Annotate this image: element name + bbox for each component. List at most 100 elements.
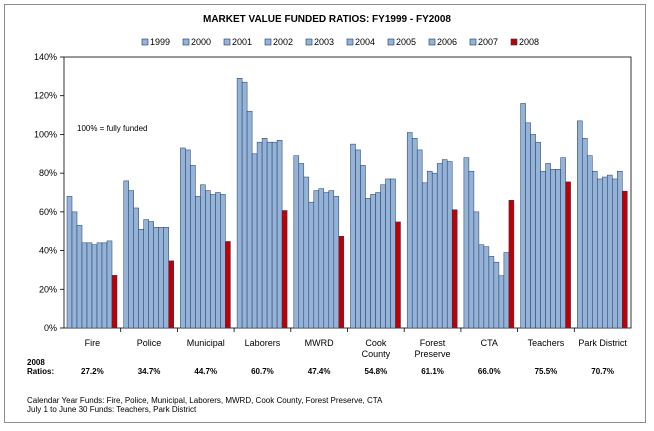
bar	[395, 221, 401, 329]
ratio-value: 61.1%	[421, 367, 444, 376]
bar	[385, 178, 391, 329]
bar	[168, 260, 174, 329]
bar	[617, 170, 623, 329]
bar	[276, 139, 283, 329]
bar	[530, 134, 536, 329]
category-label: County	[362, 349, 391, 359]
bar	[205, 190, 211, 329]
bar	[190, 165, 196, 329]
bar	[355, 149, 361, 329]
bar	[436, 163, 443, 329]
bar	[210, 194, 216, 329]
y-tick-label: 140%	[34, 52, 57, 62]
bar	[375, 192, 381, 329]
legend-swatch-2004	[346, 38, 354, 46]
category-label: Teachers	[528, 338, 565, 348]
bar	[163, 227, 169, 329]
bar	[411, 138, 418, 329]
bar	[293, 155, 300, 329]
bar	[143, 219, 149, 329]
bar	[128, 190, 134, 329]
bar	[185, 149, 191, 329]
legend-label-2002: 2002	[273, 37, 293, 47]
bar	[236, 78, 243, 329]
legend-label-2008: 2008	[519, 37, 539, 47]
legend-label-2005: 2005	[396, 37, 416, 47]
ratio-value: 66.0%	[478, 367, 501, 376]
bar	[612, 178, 618, 329]
bar	[483, 246, 490, 329]
bar	[323, 192, 330, 329]
y-tick-label: 20%	[39, 284, 57, 294]
legend-swatch-2005	[387, 38, 395, 46]
footnote-fiscal-year: July 1 to June 30 Funds: Teachers, Park …	[27, 405, 197, 414]
ratio-value: 54.8%	[365, 367, 388, 376]
legend-swatch-2003	[305, 38, 313, 46]
bar	[246, 110, 253, 329]
bar	[535, 141, 541, 329]
y-tick-label: 80%	[39, 168, 57, 178]
bar	[520, 103, 526, 329]
bar	[133, 207, 139, 329]
bar	[550, 169, 556, 329]
bar	[328, 190, 335, 329]
bar	[360, 165, 366, 329]
bar	[473, 211, 480, 329]
legend-label-2001: 2001	[232, 37, 252, 47]
bar	[380, 184, 386, 329]
bar	[318, 188, 325, 329]
bar	[451, 209, 458, 329]
category-label: Forest	[420, 338, 446, 348]
ratio-value: 47.4%	[308, 367, 331, 376]
legend-label-2004: 2004	[355, 37, 375, 47]
bar	[577, 120, 583, 329]
bar	[261, 138, 268, 329]
bar	[76, 225, 83, 329]
bar	[488, 256, 495, 329]
bar	[106, 240, 113, 329]
ratio-value: 44.7%	[194, 367, 217, 376]
ratio-value: 70.7%	[591, 367, 614, 376]
bar	[256, 141, 263, 329]
bar	[607, 174, 613, 329]
bar	[582, 138, 588, 329]
bar	[493, 261, 500, 329]
bar	[215, 192, 221, 329]
ratio-value: 27.2%	[81, 367, 104, 376]
bar	[426, 170, 433, 329]
bar	[148, 221, 154, 329]
legend-swatch-1999	[141, 38, 149, 46]
bar	[101, 242, 108, 329]
bar	[431, 172, 438, 329]
category-label: Municipal	[187, 338, 225, 348]
legend-swatch-2007	[469, 38, 477, 46]
bar	[597, 178, 603, 329]
category-label: Police	[137, 338, 162, 348]
bar	[111, 275, 118, 329]
bar	[271, 141, 278, 329]
legend-swatch-2006	[428, 38, 436, 46]
legend-swatch-2000	[182, 38, 190, 46]
category-label: CTA	[481, 338, 498, 348]
bar	[91, 244, 98, 329]
bar	[441, 159, 448, 329]
category-label: Preserve	[415, 349, 451, 359]
bar	[123, 180, 129, 329]
legend-swatch-2008	[510, 38, 518, 46]
bar	[81, 242, 88, 329]
bar	[416, 149, 423, 329]
legend-label-2003: 2003	[314, 37, 334, 47]
bar	[281, 210, 288, 329]
legend-label-1999: 1999	[150, 37, 170, 47]
bar	[498, 275, 505, 329]
legend-swatch-2002	[264, 38, 272, 46]
bar	[478, 244, 485, 329]
bar	[338, 235, 345, 329]
bar	[86, 242, 93, 329]
ratio-value: 60.7%	[251, 367, 274, 376]
bar	[333, 196, 340, 329]
y-tick-label: 0%	[44, 323, 57, 333]
y-tick-label: 60%	[39, 207, 57, 217]
bar	[313, 190, 320, 329]
